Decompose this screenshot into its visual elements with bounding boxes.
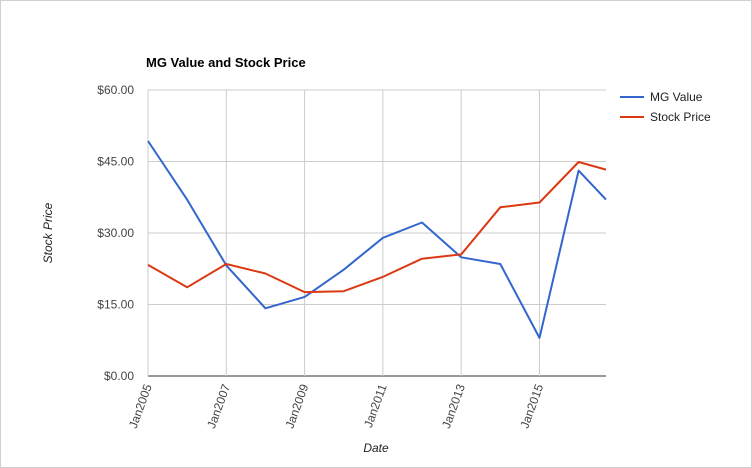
- chart-title: MG Value and Stock Price: [146, 55, 306, 70]
- series-line-mg-value: [147, 140, 607, 339]
- legend: MG Value Stock Price: [620, 90, 711, 124]
- x-axis-label: Date: [363, 441, 389, 455]
- series-lines: [147, 140, 607, 339]
- series-line-stock-price: [147, 161, 607, 294]
- y-tick-label: $45.00: [97, 155, 134, 169]
- y-tick-label: $0.00: [104, 369, 134, 383]
- y-axis-label: Stock Price: [41, 202, 55, 263]
- y-tick-label: $60.00: [97, 83, 134, 97]
- legend-label-mg-value: MG Value: [650, 90, 703, 104]
- legend-item-stock-price: Stock Price: [620, 110, 711, 124]
- y-tick-label: $15.00: [97, 298, 134, 312]
- legend-item-mg-value: MG Value: [620, 90, 703, 104]
- gridlines: [147, 89, 606, 377]
- y-tick-label: $30.00: [97, 226, 134, 240]
- legend-label-stock-price: Stock Price: [650, 110, 711, 124]
